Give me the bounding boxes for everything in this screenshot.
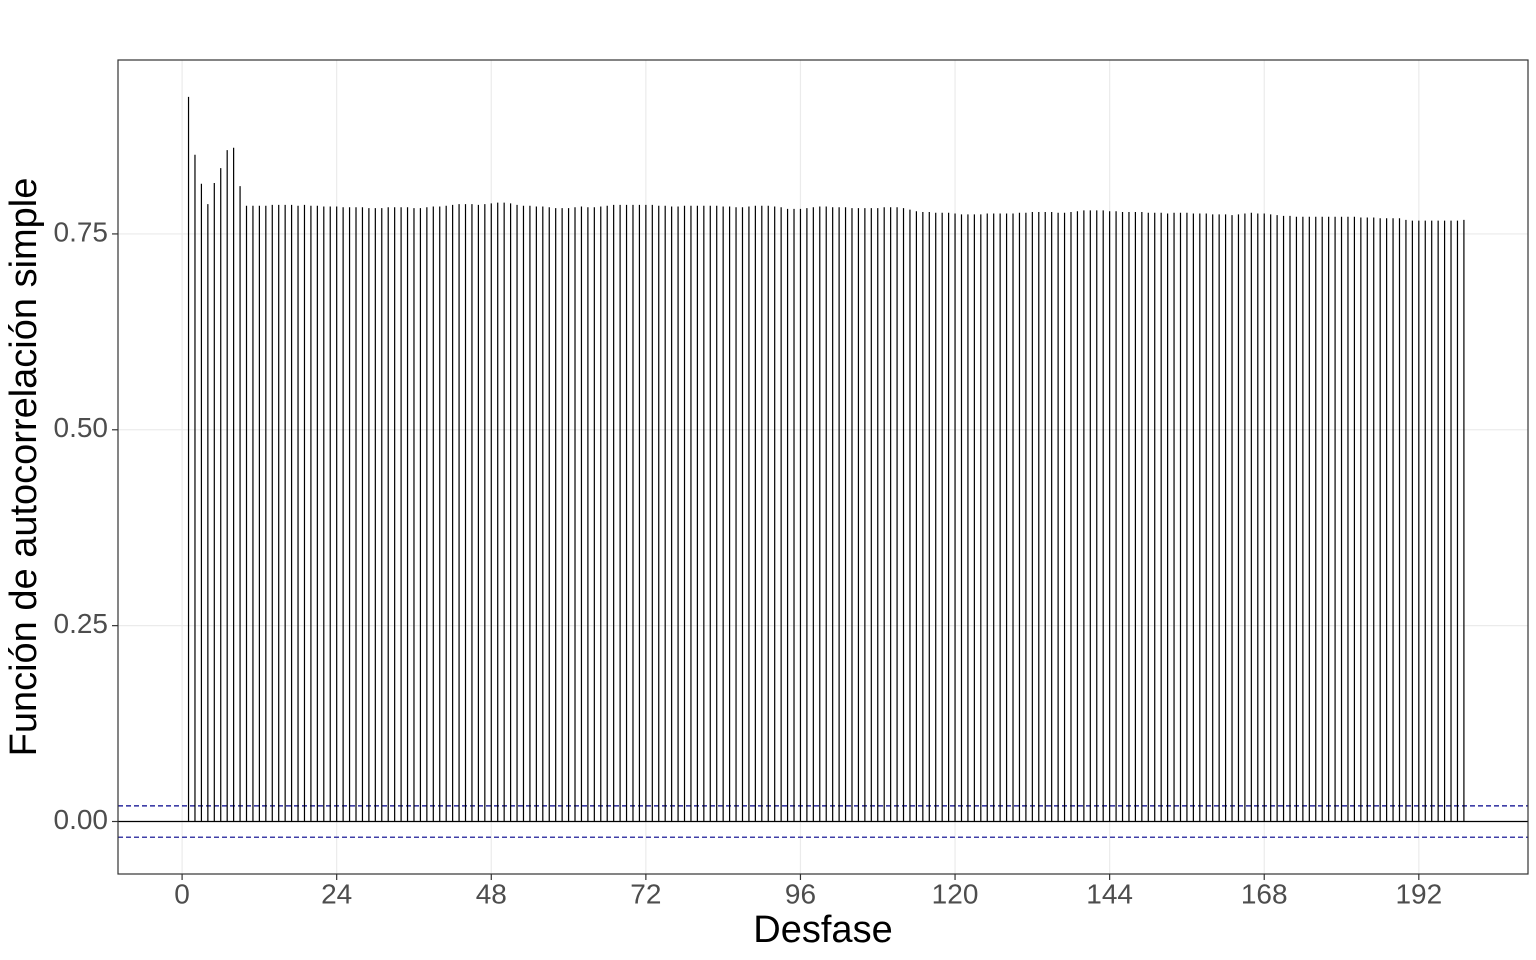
panel-border: [117, 59, 1529, 875]
y-axis-title: Función de autocorrelación simple: [3, 178, 45, 757]
x-tick-label: 120: [932, 878, 979, 909]
x-tick-label: 24: [321, 878, 352, 909]
x-tick-label: 96: [785, 878, 816, 909]
x-axis-title: Desfase: [753, 909, 892, 951]
x-tick-label: 0: [174, 878, 190, 909]
y-tick-label: 0.00: [54, 804, 109, 835]
y-tick-label: 0.75: [54, 216, 109, 247]
y-tick-label: 0.50: [54, 412, 109, 443]
x-tick-label: 168: [1241, 878, 1288, 909]
x-tick-label: 192: [1395, 878, 1442, 909]
y-tick-label: 0.25: [54, 608, 109, 639]
x-tick-label: 72: [630, 878, 661, 909]
x-tick-label: 144: [1086, 878, 1133, 909]
x-tick-label: 48: [476, 878, 507, 909]
